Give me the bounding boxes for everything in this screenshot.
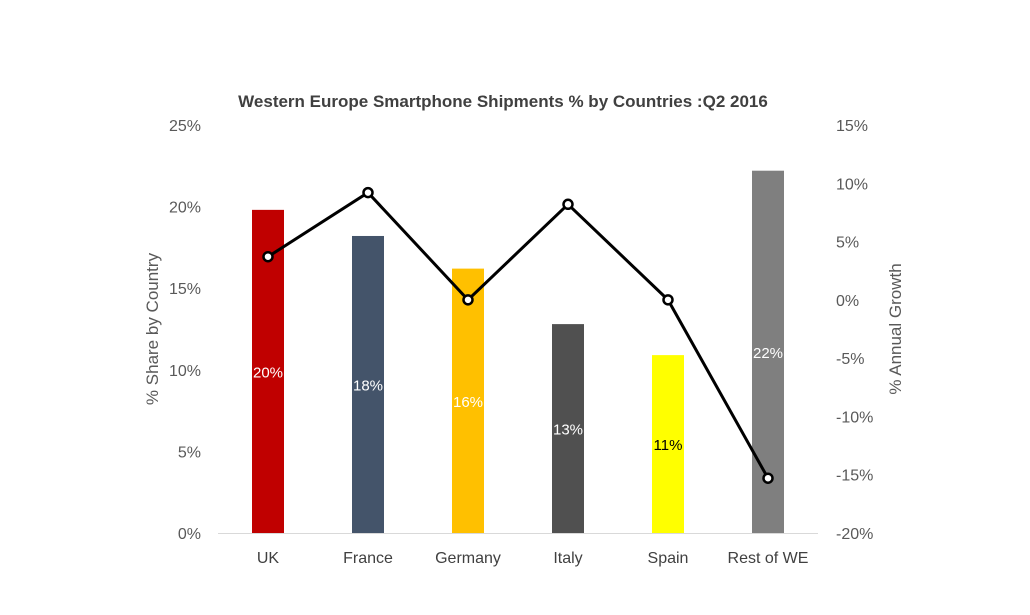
y-right-tick-label: 0% (836, 293, 859, 310)
bar-data-label: 20% (253, 364, 283, 381)
x-category-label: UK (257, 550, 280, 567)
y-left-ticks: 0% 5% 10% 15% 20% 25% (169, 118, 201, 543)
bar-data-label: 18% (353, 377, 383, 394)
y-right-tick-label: -5% (836, 351, 864, 368)
bar-spain (652, 355, 684, 533)
growth-point (662, 294, 674, 306)
growth-point (562, 198, 574, 211)
y-right-tick-label: 10% (836, 176, 868, 193)
y-left-tick-label: 20% (169, 200, 201, 217)
y-right-tick-label: -20% (836, 526, 873, 543)
y-right-tick-label: 5% (836, 235, 859, 252)
x-category-label: France (343, 550, 393, 567)
bar-data-label: 22% (753, 345, 783, 362)
growth-point (362, 186, 374, 199)
growth-line-series (262, 186, 774, 484)
bar-uk (252, 209, 284, 533)
x-category-label: Rest of WE (728, 550, 809, 567)
x-category-label: Italy (553, 550, 582, 567)
y-right-axis-label: % Annual Growth (886, 263, 905, 394)
bar-data-label: 16% (453, 394, 483, 411)
bar-data-label: 11% (654, 437, 683, 454)
bar-series (252, 170, 784, 534)
bar-data-label: 13% (553, 422, 583, 439)
y-right-tick-label: 15% (836, 118, 868, 135)
y-right-ticks: -20% -15% -10% -5% 0% 5% 10% 15% (836, 118, 873, 543)
y-left-tick-label: 25% (169, 118, 201, 135)
y-left-axis-label: % Share by Country (143, 252, 162, 405)
bar-data-labels: 20% 18% 16% 13% 11% 22% (253, 345, 783, 454)
growth-point (262, 250, 274, 263)
growth-point (762, 472, 774, 484)
growth-point (462, 294, 474, 306)
growth-line (267, 190, 770, 479)
bar-france (352, 235, 384, 533)
x-category-label: Germany (435, 550, 501, 567)
x-axis-categories: UK France Germany Italy Spain Rest of WE (257, 550, 809, 567)
bar-italy (552, 324, 584, 533)
y-left-tick-label: 15% (169, 281, 201, 298)
y-left-tick-label: 10% (169, 363, 201, 380)
y-right-tick-label: -15% (836, 468, 873, 485)
y-left-tick-label: 5% (178, 444, 201, 461)
y-left-tick-label: 0% (178, 526, 201, 543)
chart-title: Western Europe Smartphone Shipments % by… (238, 92, 768, 111)
x-category-label: Spain (648, 550, 689, 567)
bar-germany (452, 268, 484, 533)
y-right-tick-label: -10% (836, 409, 873, 426)
